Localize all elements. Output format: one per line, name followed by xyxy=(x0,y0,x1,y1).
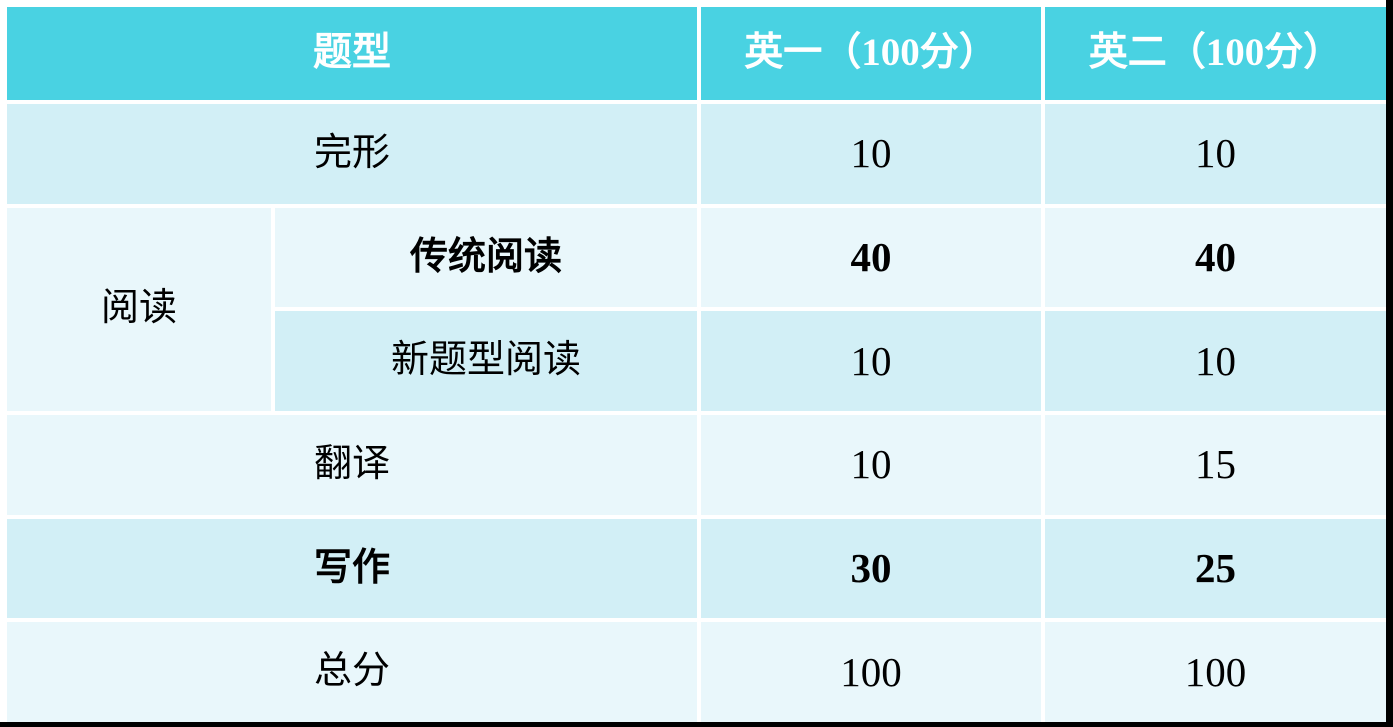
row-cloze-label: 完形 xyxy=(7,104,697,204)
row-new-type-reading-label: 新题型阅读 xyxy=(275,311,697,411)
row-translation-label: 翻译 xyxy=(7,414,697,515)
row-traditional-reading-label: 传统阅读 xyxy=(275,207,697,308)
header-english-one: 英一（100分） xyxy=(701,7,1041,100)
row-total-label: 总分 xyxy=(7,622,697,722)
header-english-two: 英二（100分） xyxy=(1045,7,1386,100)
row-writing-label: 写作 xyxy=(7,518,697,619)
row-total-eng1-value: 100 xyxy=(701,622,1041,722)
row-cloze-eng2-value: 10 xyxy=(1045,104,1386,204)
row-writing-eng1-value: 30 xyxy=(701,518,1041,619)
row-total-eng2-value: 100 xyxy=(1045,622,1386,722)
row-writing-eng2-value: 25 xyxy=(1045,518,1386,619)
score-table: 题型 英一（100分） 英二（100分） 完形 10 10 阅读 传统阅读 40… xyxy=(7,7,1386,722)
header-question-type: 题型 xyxy=(7,7,697,100)
row-translation-eng2-value: 15 xyxy=(1045,414,1386,515)
row-new-type-reading-eng2-value: 10 xyxy=(1045,311,1386,411)
row-traditional-reading-eng2-value: 40 xyxy=(1045,207,1386,308)
row-reading-group-label: 阅读 xyxy=(7,207,271,411)
row-translation-eng1-value: 10 xyxy=(701,414,1041,515)
row-cloze-eng1-value: 10 xyxy=(701,104,1041,204)
row-new-type-reading-eng1-value: 10 xyxy=(701,311,1041,411)
row-traditional-reading-eng1-value: 40 xyxy=(701,207,1041,308)
